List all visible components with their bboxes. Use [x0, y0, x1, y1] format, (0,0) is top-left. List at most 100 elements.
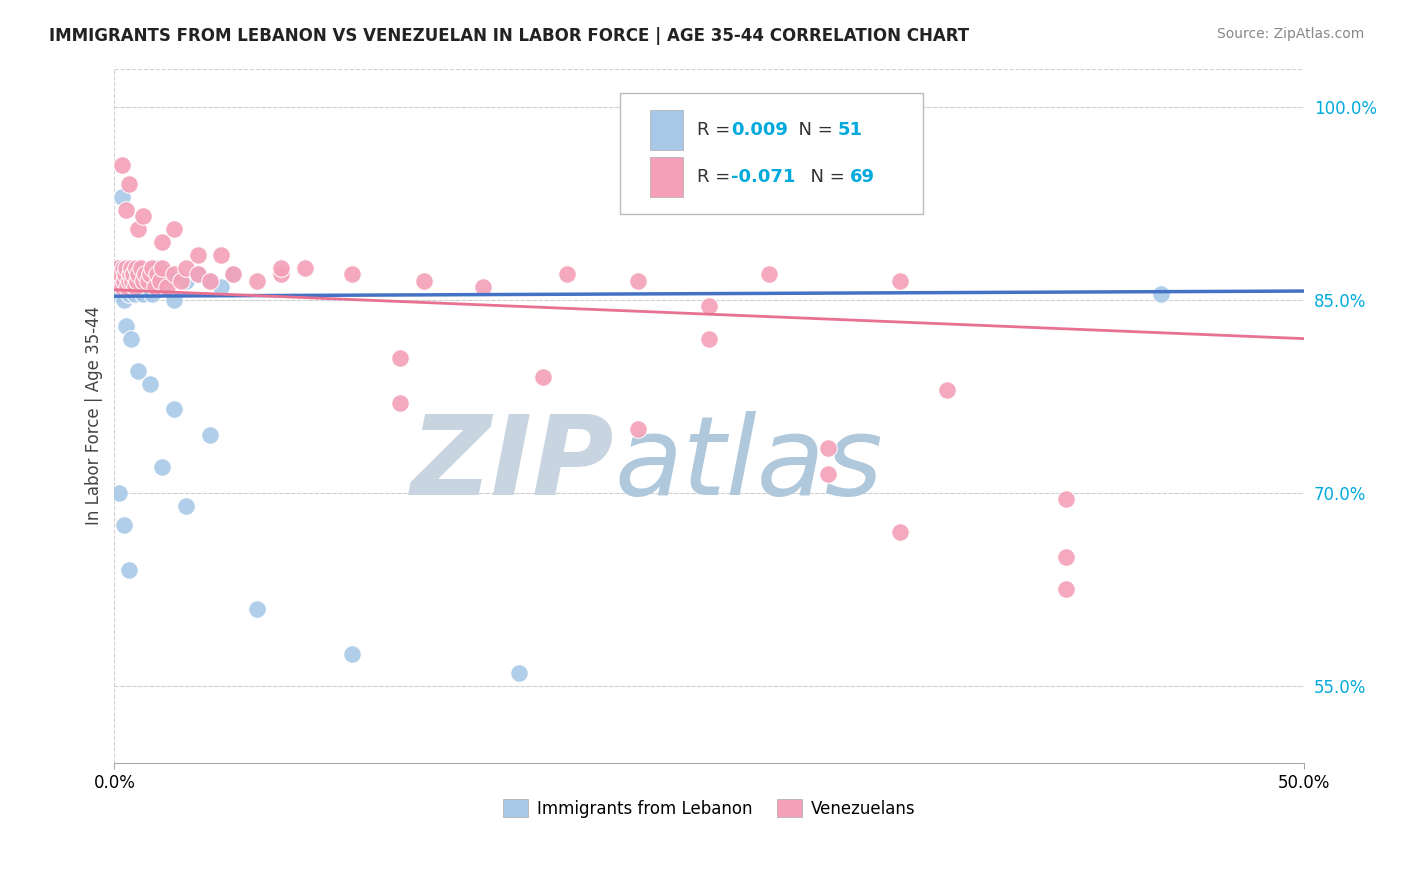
Point: [627, 274, 650, 288]
Point: [270, 260, 292, 275]
Point: [211, 248, 233, 262]
Point: [124, 280, 146, 294]
Point: [555, 268, 578, 282]
Text: R =: R =: [697, 169, 737, 186]
Point: [174, 274, 197, 288]
Point: [342, 268, 364, 282]
Point: [115, 202, 138, 217]
Point: [107, 260, 129, 275]
Point: [149, 274, 172, 288]
Point: [627, 422, 650, 436]
Text: 51: 51: [838, 121, 863, 139]
Point: [889, 524, 911, 539]
Legend: Immigrants from Lebanon, Venezuelans: Immigrants from Lebanon, Venezuelans: [496, 793, 922, 824]
Point: [174, 499, 197, 513]
Point: [141, 260, 163, 275]
Point: [211, 280, 233, 294]
Point: [136, 274, 159, 288]
Point: [150, 280, 173, 294]
Point: [246, 274, 269, 288]
Text: R =: R =: [697, 121, 737, 139]
Point: [121, 274, 143, 288]
Point: [132, 210, 155, 224]
Point: [156, 268, 179, 282]
Point: [127, 364, 149, 378]
Point: [134, 268, 156, 282]
Y-axis label: In Labor Force | Age 35-44: In Labor Force | Age 35-44: [86, 306, 103, 525]
Point: [1054, 492, 1077, 507]
Point: [150, 235, 173, 249]
Text: -0.071: -0.071: [731, 169, 796, 186]
Text: IMMIGRANTS FROM LEBANON VS VENEZUELAN IN LABOR FORCE | AGE 35-44 CORRELATION CHA: IMMIGRANTS FROM LEBANON VS VENEZUELAN IN…: [49, 27, 969, 45]
Point: [112, 293, 135, 307]
Point: [129, 280, 152, 294]
Point: [139, 268, 162, 282]
Point: [115, 318, 138, 333]
Point: [110, 260, 132, 275]
Point: [107, 280, 129, 294]
Point: [118, 268, 141, 282]
Point: [134, 274, 156, 288]
Point: [342, 647, 364, 661]
Point: [388, 396, 411, 410]
Text: ZIP: ZIP: [411, 411, 614, 518]
Point: [132, 286, 155, 301]
Point: [170, 274, 193, 288]
Point: [118, 280, 141, 294]
Point: [117, 260, 139, 275]
Point: [1054, 550, 1077, 565]
Point: [112, 274, 135, 288]
Point: [125, 260, 148, 275]
Point: [124, 286, 146, 301]
Point: [936, 383, 959, 397]
Point: [115, 268, 138, 282]
Point: [112, 518, 135, 533]
Point: [125, 274, 148, 288]
Point: [150, 260, 173, 275]
Point: [105, 286, 128, 301]
Point: [889, 274, 911, 288]
Point: [139, 376, 162, 391]
Point: [139, 268, 162, 282]
Point: [1150, 286, 1173, 301]
Text: N =: N =: [786, 121, 838, 139]
Point: [127, 268, 149, 282]
Text: 0.009: 0.009: [731, 121, 787, 139]
Point: [110, 190, 132, 204]
Point: [114, 274, 136, 288]
Point: [121, 268, 143, 282]
Point: [110, 274, 132, 288]
Point: [110, 280, 132, 294]
Point: [198, 274, 221, 288]
Point: [187, 268, 209, 282]
Point: [118, 274, 141, 288]
Point: [697, 300, 720, 314]
Point: [120, 274, 142, 288]
Point: [120, 260, 142, 275]
Point: [508, 666, 530, 681]
Point: [114, 268, 136, 282]
Point: [120, 332, 142, 346]
Point: [270, 268, 292, 282]
Point: [118, 286, 141, 301]
Bar: [650, 157, 683, 197]
Point: [110, 158, 132, 172]
Point: [222, 268, 245, 282]
Point: [111, 280, 134, 294]
Point: [127, 260, 149, 275]
Point: [150, 460, 173, 475]
Point: [108, 274, 131, 288]
Point: [146, 268, 169, 282]
Point: [697, 332, 720, 346]
Point: [187, 268, 209, 282]
Point: [143, 280, 166, 294]
Point: [163, 402, 186, 417]
Point: [129, 260, 152, 275]
Point: [110, 268, 132, 282]
Point: [294, 260, 316, 275]
FancyBboxPatch shape: [620, 93, 924, 214]
Point: [105, 268, 128, 282]
Point: [198, 428, 221, 442]
Point: [111, 260, 134, 275]
Point: [817, 467, 839, 481]
